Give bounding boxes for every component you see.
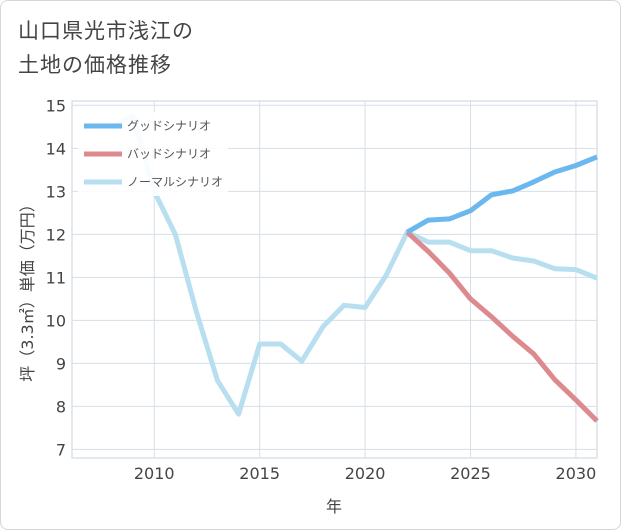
y-tick-label: 14 — [46, 139, 66, 158]
grid-lines — [72, 101, 597, 458]
y-tick-label: 7 — [56, 440, 66, 459]
series-line-0 — [405, 154, 598, 235]
title-line-1: 山口県光市浅江の — [18, 19, 194, 43]
y-tick-label: 10 — [46, 311, 66, 330]
y-tick-label: 8 — [56, 397, 66, 416]
x-tick-label: 2015 — [239, 464, 280, 483]
series-line-2 — [110, 113, 598, 417]
y-tick-label: 13 — [46, 182, 66, 201]
y-tick-label: 15 — [46, 96, 66, 115]
tick-labels: 2010 2015 2020 2025 2030 7 8 9 10 11 12 13 14 15 — [46, 96, 597, 483]
x-tick-label: 2030 — [556, 464, 597, 483]
series-line-1 — [405, 230, 599, 423]
y-tick-label: 11 — [46, 268, 66, 287]
legend-label: グッドシナリオ — [127, 119, 211, 133]
title-line-2: 土地の価格推移 — [18, 53, 172, 77]
x-axis-title: 年 — [326, 497, 342, 516]
y-tick-label: 9 — [56, 354, 66, 373]
series-lines — [110, 113, 599, 423]
legend-label: バッドシナリオ — [127, 147, 211, 161]
x-tick-label: 2025 — [450, 464, 491, 483]
y-axis-title: 坪（3.3㎡）単価（万円） — [18, 196, 37, 381]
chart-title: 山口県光市浅江の 土地の価格推移 — [18, 14, 194, 82]
x-tick-label: 2010 — [134, 464, 175, 483]
x-tick-label: 2020 — [345, 464, 386, 483]
y-tick-label: 12 — [46, 225, 66, 244]
legend-label: ノーマルシナリオ — [127, 175, 223, 189]
